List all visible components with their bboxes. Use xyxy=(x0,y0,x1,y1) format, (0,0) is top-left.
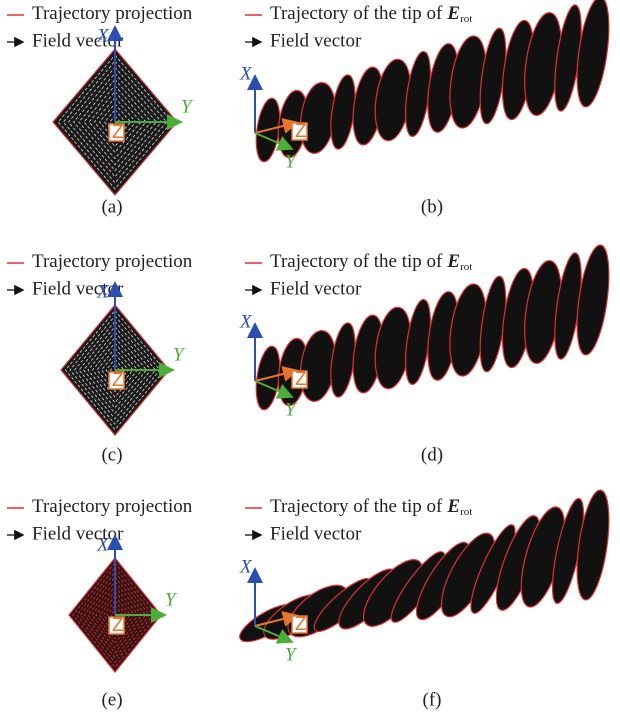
legend-label: Trajectory projection xyxy=(32,496,193,517)
legend-text: Field vector xyxy=(270,30,362,51)
legend-text: Trajectory projection xyxy=(32,496,193,517)
x-axis-label: X xyxy=(239,63,253,84)
caption: (d) xyxy=(421,444,443,465)
vector-symbol: E xyxy=(446,251,460,272)
z-axis-label: Z xyxy=(295,369,307,390)
vector-subscript: rot xyxy=(460,506,472,518)
y-axis-label: Y xyxy=(165,589,178,610)
figure: Trajectory projectionField vector(a)XYZT… xyxy=(0,0,620,712)
legend-label: Trajectory projection xyxy=(32,3,193,24)
caption: (e) xyxy=(101,689,122,710)
panel: Trajectory projection Field vector (e) X Y Z xyxy=(7,496,193,710)
z-axis-label: Z xyxy=(295,614,307,635)
caption: (b) xyxy=(421,196,443,217)
legend-text: Trajectory projection xyxy=(32,251,193,272)
legend-text: Field vector xyxy=(32,523,124,544)
legend-text: Field vector xyxy=(32,278,124,299)
y-axis-label: Y xyxy=(285,644,298,665)
legend-text: Field vector xyxy=(270,278,362,299)
x-axis-label: X xyxy=(96,281,110,302)
caption: (f) xyxy=(423,689,442,710)
y-axis-label: Y xyxy=(173,344,186,365)
z-axis-label: Z xyxy=(112,370,124,391)
z-axis-label: Z xyxy=(295,121,307,142)
panel: Trajectory projection Field vector (c) X Y Z xyxy=(7,251,193,465)
legend-label: Trajectory of the tip of xyxy=(270,3,443,24)
vector-subscript: rot xyxy=(460,13,472,25)
vector-symbol: E xyxy=(446,3,460,24)
vector-symbol: E xyxy=(446,496,460,517)
vector-subscript: rot xyxy=(460,261,472,273)
z-axis-label: Z xyxy=(112,615,124,636)
legend-label: Trajectory projection xyxy=(32,251,193,272)
z-axis-label: Z xyxy=(112,122,124,143)
x-axis-label: X xyxy=(239,556,253,577)
legend-text: Field vector xyxy=(32,30,124,51)
x-axis-label: X xyxy=(96,25,110,46)
legend-label: Trajectory of the tip of xyxy=(270,496,443,517)
legend-text: Trajectory projection xyxy=(32,3,193,24)
legend-label: Trajectory of the tip of xyxy=(270,251,443,272)
caption: (c) xyxy=(101,444,122,465)
x-axis-label: X xyxy=(96,534,110,555)
y-axis-label: Y xyxy=(181,96,194,117)
legend-text: Field vector xyxy=(270,523,362,544)
x-axis-label: X xyxy=(239,311,253,332)
caption: (a) xyxy=(101,196,122,217)
panel: Trajectory projection Field vector (a) X Y Z xyxy=(7,3,194,217)
